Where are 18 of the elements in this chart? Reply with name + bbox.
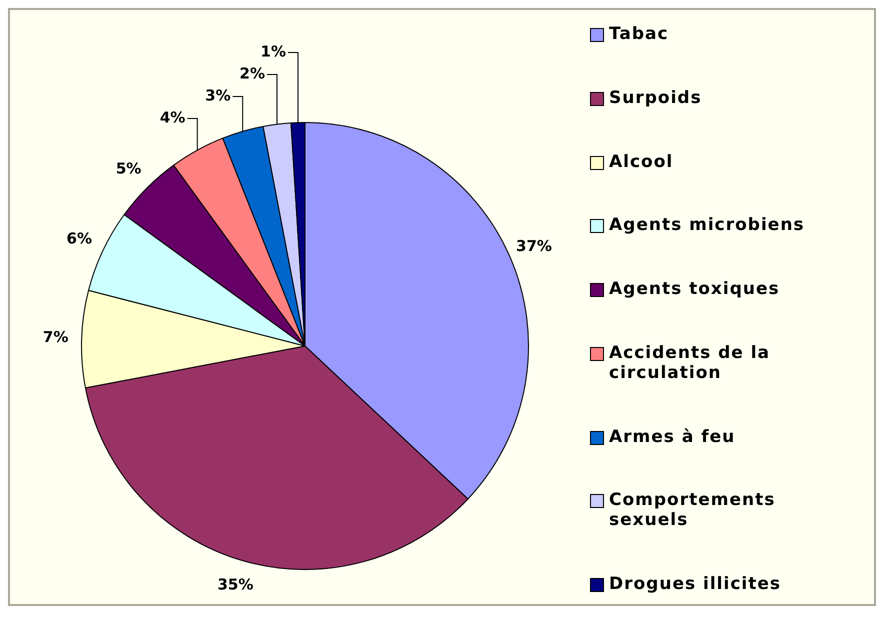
data-label: 3% xyxy=(205,86,231,104)
data-label: 2% xyxy=(240,64,265,82)
legend-label: Tabac xyxy=(609,24,670,44)
data-label: 1% xyxy=(260,42,286,60)
data-label: 7% xyxy=(42,328,68,346)
legend-label: Agents microbiens xyxy=(609,215,806,236)
data-label: 35% xyxy=(217,575,254,594)
data-label: 37% xyxy=(516,236,552,255)
data-label: 4% xyxy=(160,108,186,126)
legend-label: Alcool xyxy=(609,152,674,172)
legend-label: Surpoids xyxy=(609,88,703,108)
legend-label: Accidents de la circulation xyxy=(609,342,772,383)
legend-label: Comportements sexuels xyxy=(609,490,776,530)
legend-label: Drogues illicites xyxy=(609,574,782,594)
legend-label: Agents toxiques xyxy=(609,279,781,299)
data-label: 5% xyxy=(116,159,142,178)
legend-label: Armes à feu xyxy=(609,426,736,446)
data-label: 6% xyxy=(66,230,92,248)
